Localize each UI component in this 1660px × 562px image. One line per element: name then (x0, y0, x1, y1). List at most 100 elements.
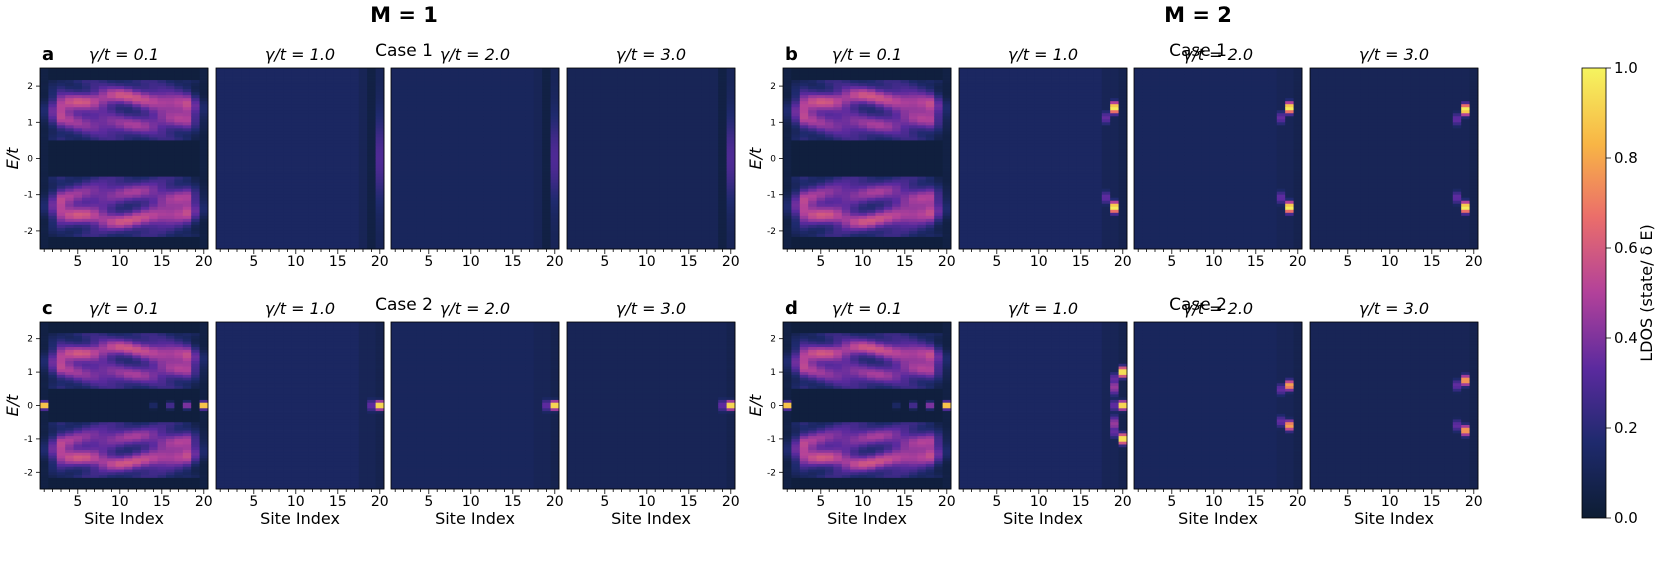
heatmap-cell (609, 183, 618, 186)
heatmap-cell (359, 89, 368, 92)
panel-a: γ/t = 0.15 10 15 20210-1-2E/ta γ/t = 1.05 10 1… (3, 44, 740, 270)
heatmap-cell (534, 213, 543, 216)
heatmap-cell (651, 219, 660, 222)
heatmap-cell (258, 192, 267, 195)
heatmap-cell (132, 101, 141, 104)
heatmap-cell (575, 92, 584, 95)
heatmap-cell (693, 137, 702, 140)
heatmap-cell (132, 77, 141, 80)
heatmap-cell (149, 234, 158, 237)
heatmap-cell (283, 113, 292, 116)
heatmap-cell (584, 192, 593, 195)
heatmap-cell (275, 101, 284, 104)
heatmap-cell (241, 155, 250, 158)
heatmap-cell (567, 98, 576, 101)
heatmap-cell (693, 71, 702, 74)
heatmap-cell (183, 171, 192, 174)
heatmap-cell (224, 216, 233, 219)
heatmap-cell (701, 107, 710, 110)
heatmap-cell (334, 140, 343, 143)
heatmap-cell (216, 83, 225, 86)
heatmap-cell (584, 125, 593, 128)
heatmap-cell (391, 159, 400, 162)
heatmap-cell (191, 192, 200, 195)
heatmap-cell (475, 149, 484, 152)
heatmap-cell (325, 222, 334, 225)
heatmap-cell (659, 210, 668, 213)
heatmap-cell (82, 98, 91, 101)
heatmap-cell (718, 140, 727, 143)
heatmap-cell (584, 146, 593, 149)
heatmap-cell (342, 192, 351, 195)
heatmap-cell (425, 225, 434, 228)
heatmap-cell (191, 92, 200, 95)
heatmap-cell (132, 116, 141, 119)
heatmap-cell (233, 165, 242, 168)
heatmap-cell (509, 225, 518, 228)
heatmap-cell (224, 152, 233, 155)
heatmap-cell (542, 89, 551, 92)
heatmap-cell (258, 195, 267, 198)
heatmap-cell (542, 159, 551, 162)
heatmap-cell (575, 68, 584, 71)
heatmap-cell (233, 231, 242, 234)
heatmap-cell (48, 146, 57, 149)
heatmap-cell (40, 210, 49, 213)
heatmap-cell (99, 228, 108, 231)
heatmap-cell (250, 237, 259, 240)
heatmap-cell (651, 134, 660, 137)
heatmap-cell (191, 189, 200, 192)
heatmap-cell (643, 189, 652, 192)
heatmap-cell (325, 101, 334, 104)
heatmap-cell (601, 95, 610, 98)
heatmap-cell (542, 77, 551, 80)
heatmap-cell (509, 152, 518, 155)
heatmap-cell (441, 216, 450, 219)
heatmap-cell (275, 146, 284, 149)
heatmap-cell (391, 162, 400, 165)
heatmap-cell (651, 210, 660, 213)
heatmap-cell (467, 143, 476, 146)
heatmap-cell (266, 155, 275, 158)
heatmap-cell (82, 104, 91, 107)
heatmap-cell (376, 177, 385, 180)
heatmap-cell (116, 222, 125, 225)
heatmap-cell (132, 216, 141, 219)
heatmap-cell (57, 222, 66, 225)
heatmap-cell (200, 210, 209, 213)
heatmap-cell (90, 210, 99, 213)
heatmap-cell (685, 140, 694, 143)
heatmap-cell (727, 137, 736, 140)
heatmap-cell (57, 104, 66, 107)
heatmap-cell (258, 110, 267, 113)
heatmap-cell (367, 131, 376, 134)
heatmap-cell (116, 204, 125, 207)
heatmap-cell (74, 195, 83, 198)
heatmap-cell (617, 159, 626, 162)
heatmap-cell (40, 122, 49, 125)
heatmap-cell (166, 122, 175, 125)
heatmap-cell (626, 98, 635, 101)
heatmap-cell (367, 198, 376, 201)
heatmap-cell (308, 98, 317, 101)
heatmap-cell (517, 119, 526, 122)
heatmap-cell (433, 77, 442, 80)
heatmap-cell (376, 201, 385, 204)
heatmap-cell (399, 171, 408, 174)
heatmap-cell (174, 177, 183, 180)
heatmap-cell (659, 110, 668, 113)
heatmap-cell (40, 171, 49, 174)
heatmap-cell (634, 168, 643, 171)
heatmap-cell (183, 98, 192, 101)
heatmap-cell (701, 210, 710, 213)
heatmap-cell (191, 134, 200, 137)
heatmap-cell (727, 189, 736, 192)
heatmap-cell (300, 71, 309, 74)
heatmap-cell (441, 68, 450, 71)
heatmap-cell (399, 186, 408, 189)
heatmap-cell (158, 174, 167, 177)
heatmap-cell (132, 134, 141, 137)
heatmap-cell (626, 186, 635, 189)
heatmap-cell (183, 71, 192, 74)
heatmap-cell (525, 228, 534, 231)
